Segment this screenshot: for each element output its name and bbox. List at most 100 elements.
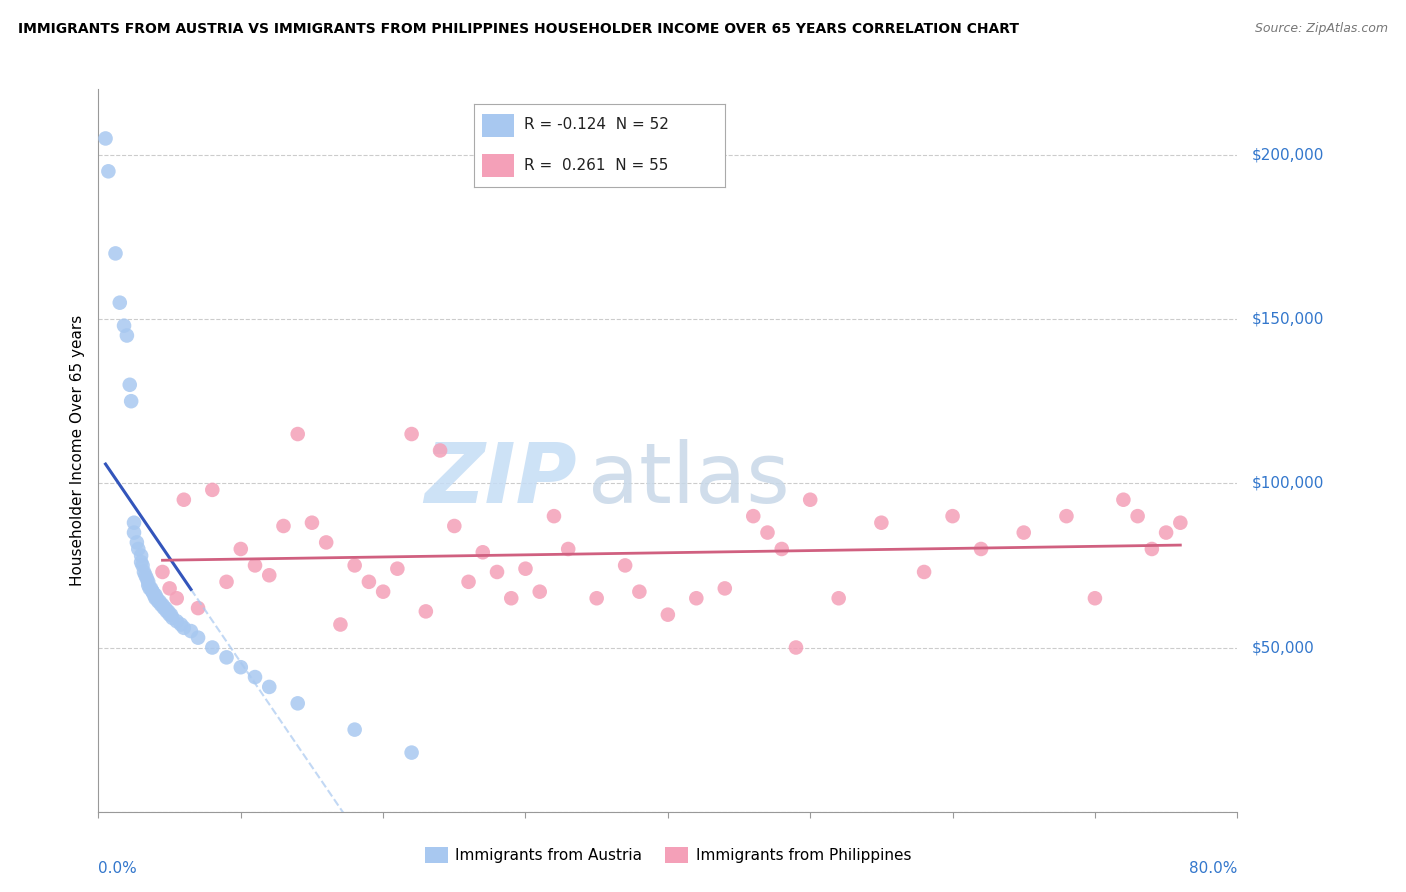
Text: $100,000: $100,000 xyxy=(1251,475,1324,491)
Point xyxy=(170,617,193,632)
Point xyxy=(1012,525,1035,540)
Point xyxy=(371,584,394,599)
Point xyxy=(970,541,993,556)
Point xyxy=(149,594,172,608)
Point xyxy=(287,696,309,710)
Point xyxy=(273,519,295,533)
Point xyxy=(657,607,679,622)
Point xyxy=(1084,591,1107,606)
Point xyxy=(770,541,793,556)
Point xyxy=(122,516,145,530)
Point xyxy=(157,604,180,618)
Point xyxy=(112,318,135,333)
Point xyxy=(912,565,935,579)
Point xyxy=(401,746,423,760)
Point xyxy=(187,601,209,615)
Point xyxy=(486,565,509,579)
Point xyxy=(173,621,195,635)
Point xyxy=(134,568,156,582)
Point xyxy=(614,558,637,573)
Point xyxy=(94,131,117,145)
Point xyxy=(148,594,170,608)
Point xyxy=(97,164,120,178)
Point xyxy=(343,723,366,737)
Point xyxy=(415,604,437,618)
Point xyxy=(173,492,195,507)
Point xyxy=(201,483,224,497)
Point xyxy=(135,572,157,586)
Point xyxy=(150,598,173,612)
Point xyxy=(118,377,141,392)
Point xyxy=(443,519,465,533)
Point xyxy=(138,582,160,596)
Point xyxy=(343,558,366,573)
Point xyxy=(1170,516,1192,530)
Point xyxy=(139,582,162,596)
Point xyxy=(229,541,252,556)
Point xyxy=(387,562,409,576)
Point xyxy=(259,680,281,694)
Point xyxy=(243,558,266,573)
Point xyxy=(122,525,145,540)
Point xyxy=(166,591,188,606)
Point xyxy=(136,578,159,592)
Point xyxy=(104,246,127,260)
Point xyxy=(1056,509,1078,524)
Point xyxy=(215,574,238,589)
Point xyxy=(515,562,537,576)
Point xyxy=(141,584,163,599)
Point xyxy=(152,598,174,612)
Point xyxy=(145,588,167,602)
Point xyxy=(714,582,737,596)
Point xyxy=(1140,541,1163,556)
Point xyxy=(429,443,451,458)
Text: 0.0%: 0.0% xyxy=(98,861,138,876)
Point xyxy=(870,516,893,530)
Point xyxy=(357,574,380,589)
Point xyxy=(329,617,352,632)
Point xyxy=(243,670,266,684)
Point xyxy=(259,568,281,582)
Point xyxy=(145,591,167,606)
Point xyxy=(315,535,337,549)
Point xyxy=(136,574,159,589)
Text: $150,000: $150,000 xyxy=(1251,311,1324,326)
Point xyxy=(685,591,707,606)
Point xyxy=(180,624,202,639)
Point xyxy=(543,509,565,524)
Point xyxy=(301,516,323,530)
Point xyxy=(287,427,309,442)
Point xyxy=(153,601,176,615)
Point xyxy=(129,555,152,569)
Point xyxy=(125,535,148,549)
Text: atlas: atlas xyxy=(588,439,790,520)
Point xyxy=(142,588,165,602)
Point xyxy=(156,604,179,618)
Point xyxy=(159,582,181,596)
Text: $50,000: $50,000 xyxy=(1251,640,1315,655)
Point xyxy=(557,541,579,556)
Point xyxy=(108,295,131,310)
Point xyxy=(127,541,149,556)
Point xyxy=(756,525,779,540)
Text: Source: ZipAtlas.com: Source: ZipAtlas.com xyxy=(1254,22,1388,36)
Point xyxy=(131,558,153,573)
Point xyxy=(501,591,523,606)
Point xyxy=(1126,509,1149,524)
Text: ZIP: ZIP xyxy=(425,439,576,520)
Point xyxy=(628,584,651,599)
Point xyxy=(942,509,965,524)
Point xyxy=(120,394,142,409)
Point xyxy=(529,584,551,599)
Point xyxy=(1112,492,1135,507)
Point xyxy=(152,565,174,579)
Text: $200,000: $200,000 xyxy=(1251,147,1324,162)
Point xyxy=(141,584,163,599)
Point xyxy=(1154,525,1177,540)
Point xyxy=(229,660,252,674)
Point xyxy=(799,492,821,507)
Point xyxy=(160,607,183,622)
Y-axis label: Householder Income Over 65 years: Householder Income Over 65 years xyxy=(70,315,86,586)
Point xyxy=(785,640,807,655)
Point xyxy=(132,565,155,579)
